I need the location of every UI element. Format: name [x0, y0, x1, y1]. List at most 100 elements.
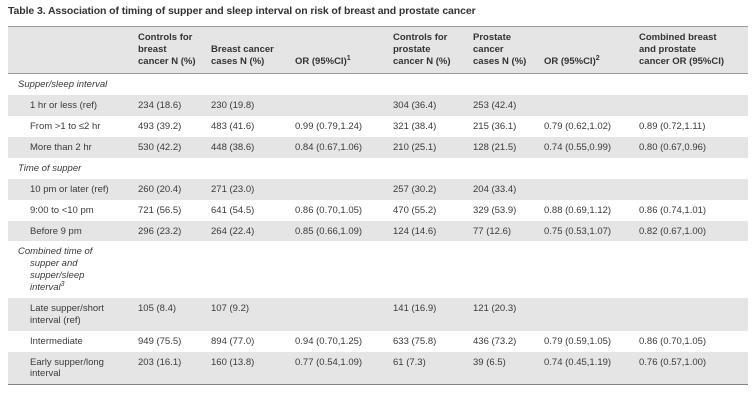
cell: 210 (25.1)	[393, 137, 473, 158]
cell: 77 (12.6)	[473, 220, 544, 242]
table-row: 10 pm or later (ref) 260 (20.4) 271 (23.…	[8, 178, 748, 200]
table-header: Controls for breast cancer N (%) Breast …	[8, 26, 748, 75]
cell	[295, 178, 393, 200]
cell: 0.86 (0.70,1.05)	[639, 335, 707, 347]
row-label: 10 pm or later (ref)	[8, 178, 138, 200]
cell: 0.85 (0.66,1.09)	[295, 220, 393, 242]
row-label: From >1 to ≤2 hr	[30, 121, 101, 133]
footnote-marker: 3	[60, 280, 65, 288]
column-header-combined-or: Combined breast and prostate cancer OR (…	[639, 26, 748, 75]
cell: 107 (9.2)	[211, 297, 295, 331]
table-row: Intermediate 949 (75.5) 894 (77.0) 0.94 …	[8, 331, 748, 352]
cell	[639, 95, 748, 117]
column-header-controls-prostate: Controls for prostate cancer N (%)	[393, 26, 473, 75]
cell: 949 (75.5)	[138, 335, 182, 347]
cell	[639, 178, 748, 200]
cell: 436 (73.2)	[473, 335, 517, 347]
cell: 641 (54.5)	[211, 204, 255, 216]
section-header-row: Combined time of supper and supper/sleep…	[8, 241, 748, 298]
column-header-prostate-cases: Prostate cancer cases N (%)	[473, 26, 544, 75]
cell	[295, 95, 393, 117]
cell: 0.79 (0.62,1.02)	[544, 121, 612, 133]
table-row: Late supper/short interval (ref) 105 (8.…	[8, 297, 748, 331]
footnote-marker: 2	[595, 55, 600, 63]
table-row: 9:00 to <10 pm 721 (56.5) 641 (54.5) 0.8…	[8, 200, 748, 221]
cell: 483 (41.6)	[211, 121, 255, 133]
cell: 141 (16.9)	[393, 297, 473, 331]
cell: 0.80 (0.67,0.96)	[639, 137, 748, 158]
row-label: Early supper/long interval	[8, 351, 138, 385]
table-row: 1 hr or less (ref) 234 (18.6) 230 (19.8)…	[8, 95, 748, 117]
cell: 0.86 (0.74,1.01)	[639, 204, 707, 216]
row-label: Intermediate	[30, 335, 83, 347]
cell: 128 (21.5)	[473, 137, 544, 158]
cell: 530 (42.2)	[138, 137, 211, 158]
table-title: Table 3. Association of timing of supper…	[8, 5, 476, 17]
column-header-breast-cases: Breast cancer cases N (%)	[211, 26, 295, 75]
row-label: Before 9 pm	[8, 220, 138, 242]
cell: 321 (38.4)	[393, 121, 437, 133]
cell: 0.99 (0.79,1.24)	[295, 121, 363, 133]
row-label: Late supper/short interval (ref)	[8, 297, 138, 331]
cell	[544, 297, 639, 331]
cell: 296 (23.2)	[138, 220, 211, 242]
cell: 271 (23.0)	[211, 178, 295, 200]
cell: 470 (55.2)	[393, 204, 437, 216]
table-row: More than 2 hr 530 (42.2) 448 (38.6) 0.8…	[8, 137, 748, 158]
cell: 0.75 (0.53,1.07)	[544, 220, 639, 242]
cell: 39 (6.5)	[473, 351, 544, 385]
cell: 0.94 (0.70,1.25)	[295, 335, 363, 347]
cell: 633 (75.8)	[393, 335, 437, 347]
table-body: Supper/sleep interval 1 hr or less (ref)…	[8, 74, 748, 385]
footnote-marker: 1	[346, 55, 351, 63]
row-label: 9:00 to <10 pm	[30, 204, 94, 216]
cell: 448 (38.6)	[211, 137, 295, 158]
header-row: Controls for breast cancer N (%) Breast …	[8, 26, 748, 75]
cell: 0.86 (0.70,1.05)	[295, 204, 363, 216]
row-label: More than 2 hr	[8, 137, 138, 158]
cell: 329 (53.9)	[473, 204, 517, 216]
cell: 215 (36.1)	[473, 121, 517, 133]
cell: 121 (20.3)	[473, 297, 544, 331]
cell: 0.79 (0.59,1.05)	[544, 335, 612, 347]
cell: 0.74 (0.55,0.99)	[544, 137, 639, 158]
section-title: Time of supper	[18, 162, 82, 174]
cell	[544, 95, 639, 117]
cell: 203 (16.1)	[138, 351, 211, 385]
cell: 0.76 (0.57,1.00)	[639, 351, 748, 385]
cell	[295, 297, 393, 331]
table-row: Before 9 pm 296 (23.2) 264 (22.4) 0.85 (…	[8, 220, 748, 242]
cell: 160 (13.8)	[211, 351, 295, 385]
cell: 253 (42.4)	[473, 95, 544, 117]
row-label: 1 hr or less (ref)	[8, 95, 138, 117]
cell: 894 (77.0)	[211, 335, 255, 347]
cell: 105 (8.4)	[138, 297, 211, 331]
section-header-row: Time of supper	[8, 158, 748, 179]
cell: 234 (18.6)	[138, 95, 211, 117]
cell: 493 (39.2)	[138, 121, 182, 133]
column-header-or-breast: OR (95%CI)1	[295, 26, 393, 75]
cell: 264 (22.4)	[211, 220, 295, 242]
section-title: Supper/sleep interval	[18, 79, 108, 91]
cell: 0.74 (0.45,1.19)	[544, 351, 639, 385]
cell: 204 (33.4)	[473, 178, 544, 200]
cell	[639, 297, 748, 331]
table-row: Early supper/long interval 203 (16.1) 16…	[8, 351, 748, 385]
cell: 0.77 (0.54,1.09)	[295, 351, 393, 385]
cell: 124 (14.6)	[393, 220, 473, 242]
cell	[544, 178, 639, 200]
cell: 0.88 (0.69,1.12)	[544, 204, 612, 216]
cell: 0.82 (0.67,1.00)	[639, 220, 748, 242]
cell: 260 (20.4)	[138, 178, 211, 200]
column-header-controls-breast: Controls for breast cancer N (%)	[138, 26, 211, 75]
cell: 0.89 (0.72,1.11)	[639, 121, 706, 133]
cell: 230 (19.8)	[211, 95, 295, 117]
cell: 721 (56.5)	[138, 204, 182, 216]
association-table: Controls for breast cancer N (%) Breast …	[8, 26, 748, 386]
cell: 304 (36.4)	[393, 95, 473, 117]
column-header-or-prostate: OR (95%CI)2	[544, 26, 639, 75]
cell: 61 (7.3)	[393, 351, 473, 385]
section-header-row: Supper/sleep interval	[8, 74, 748, 95]
cell: 257 (30.2)	[393, 178, 473, 200]
